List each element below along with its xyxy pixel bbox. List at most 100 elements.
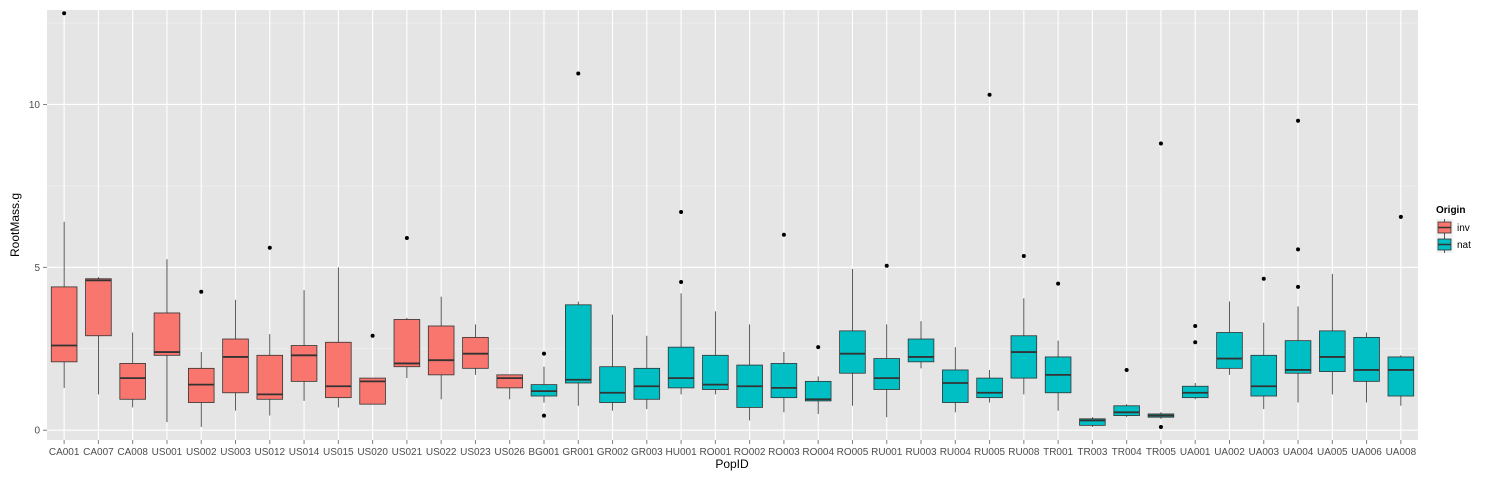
box-body	[804, 380, 832, 402]
box-US003	[222, 299, 249, 411]
box-CA008	[119, 332, 146, 408]
x-tick-label: TR001	[1043, 447, 1073, 458]
outlier-point	[987, 92, 992, 97]
x-tick-label: US021	[392, 447, 423, 458]
outlier-point	[1261, 276, 1266, 281]
box-body	[256, 354, 284, 400]
outlier-point	[1193, 323, 1198, 328]
box-body	[873, 358, 900, 390]
box-RU001	[873, 263, 900, 418]
box-BG001	[530, 351, 558, 418]
x-tick-label: US014	[289, 447, 320, 458]
box-GR002	[599, 314, 626, 411]
box-US001	[153, 259, 181, 423]
outlier-point	[199, 289, 204, 294]
panel-background	[47, 10, 1418, 440]
y-axis: 0 5 10	[29, 100, 47, 437]
box-body	[1010, 335, 1038, 379]
box-TR001	[1044, 281, 1072, 411]
box-body	[393, 319, 421, 368]
box-TR003	[1079, 417, 1106, 427]
x-tick-label: HU001	[666, 447, 698, 458]
x-tick-label: US002	[186, 447, 217, 458]
box-UA005	[1319, 273, 1346, 395]
outlier-point	[1193, 340, 1198, 345]
legend-entry-inv: inv	[1436, 219, 1470, 236]
box-GR003	[633, 335, 661, 410]
x-tick-label: RU003	[905, 447, 937, 458]
box-TR005	[1147, 141, 1175, 429]
box-US023	[462, 324, 489, 375]
outlier-point	[1056, 281, 1061, 286]
box-body	[427, 325, 455, 376]
box-body	[85, 278, 112, 337]
outlier-point	[576, 71, 581, 76]
x-tick-label: RU004	[940, 447, 972, 458]
box-UA004	[1284, 118, 1312, 403]
outlier-point	[884, 263, 889, 268]
box-body	[907, 338, 935, 363]
outlier-point	[1158, 424, 1163, 429]
box-US002	[187, 289, 215, 427]
box-US021	[393, 236, 421, 379]
box-UA008	[1387, 214, 1415, 406]
box-UA001	[1181, 323, 1209, 400]
x-tick-label: US022	[426, 447, 457, 458]
x-tick-label: GR001	[562, 447, 594, 458]
outlier-point	[1124, 367, 1129, 372]
x-tick-label: UA003	[1248, 447, 1279, 458]
box-body	[942, 369, 969, 403]
x-tick-label: UA005	[1317, 447, 1348, 458]
legend: Origin inv nat	[1436, 205, 1471, 253]
y-tick-label: 0	[34, 426, 40, 437]
x-tick-label: GR002	[597, 447, 629, 458]
x-tick-label: US023	[460, 447, 491, 458]
box-body	[1319, 330, 1346, 372]
box-body	[359, 377, 386, 405]
box-body	[119, 363, 146, 400]
outlier-point	[541, 351, 546, 356]
box-US026	[496, 374, 523, 400]
box-RU004	[942, 347, 969, 413]
x-tick-label: RO002	[734, 447, 766, 458]
box-body	[1284, 340, 1312, 374]
x-tick-label: CA008	[117, 447, 148, 458]
box-US014	[290, 290, 318, 401]
box-RU003	[907, 321, 935, 369]
legend-entry-nat: nat	[1436, 236, 1471, 253]
x-axis: CA001 CA007 CA008 US001 US002 US003 US012 US014…	[49, 440, 1417, 458]
box-UA003	[1250, 276, 1278, 410]
outlier-point	[781, 232, 786, 237]
outlier-point	[541, 413, 546, 418]
x-tick-label: BG001	[528, 447, 560, 458]
legend-label-nat: nat	[1457, 240, 1471, 251]
box-CA001	[50, 11, 78, 388]
x-tick-label: UA004	[1283, 447, 1314, 458]
box-US015	[325, 267, 352, 408]
y-axis-title: RootMass.g	[8, 193, 22, 257]
box-TR004	[1113, 367, 1140, 418]
y-tick-label: 5	[34, 263, 40, 274]
box-series	[50, 11, 1415, 429]
x-tick-label: US020	[357, 447, 388, 458]
box-UA002	[1216, 301, 1243, 375]
box-body	[290, 345, 318, 382]
box-body	[770, 363, 798, 399]
box-RO003	[770, 232, 798, 413]
box-body	[667, 346, 695, 389]
outlier-point	[1296, 118, 1301, 123]
outlier-point	[1158, 141, 1163, 146]
x-tick-label: UA006	[1351, 447, 1382, 458]
box-body	[153, 312, 181, 356]
outlier-point	[1398, 214, 1403, 219]
box-body	[496, 374, 523, 389]
box-body	[50, 286, 78, 363]
outlier-point	[816, 345, 821, 350]
box-US022	[427, 296, 455, 400]
x-tick-label: TR003	[1077, 447, 1107, 458]
x-tick-label: US001	[152, 447, 183, 458]
box-body	[1387, 356, 1415, 397]
outlier-point	[1296, 247, 1301, 252]
x-tick-label: RO003	[768, 447, 800, 458]
box-body	[1079, 418, 1106, 426]
